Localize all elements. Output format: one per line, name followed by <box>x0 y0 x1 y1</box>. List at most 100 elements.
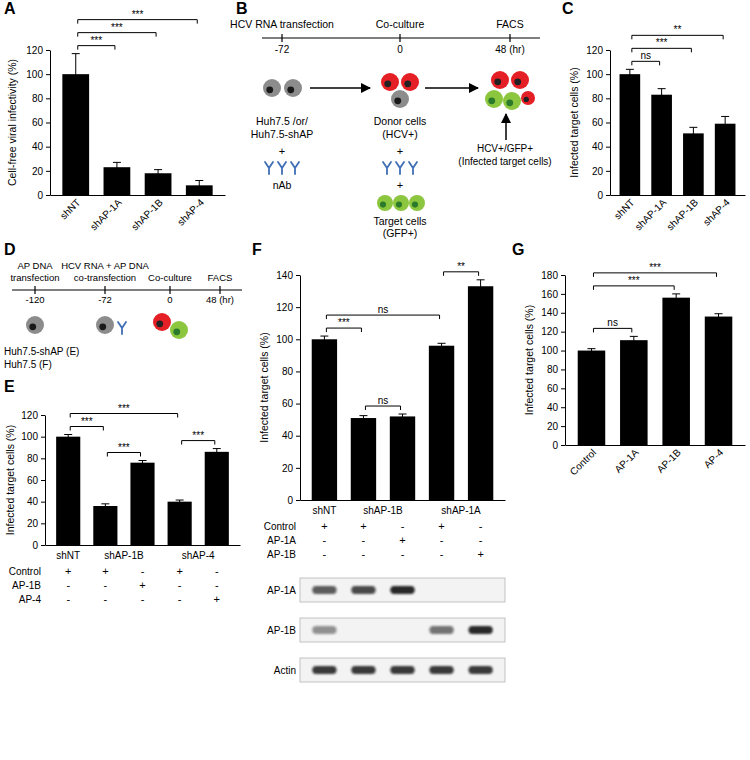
condition-label: AP-1B <box>267 549 296 560</box>
significance-label: *** <box>81 416 93 427</box>
x-tick-label: shAP-1B <box>664 197 700 233</box>
x-axis-line <box>566 445 746 446</box>
y-tick: 40 <box>547 402 565 413</box>
blot-band <box>390 666 414 674</box>
significance-bracket <box>593 286 674 290</box>
chart-panel: E020406080100120Infected target cells (%… <box>4 378 241 605</box>
y-tick-mark <box>606 147 610 148</box>
x-tick-label: shAP-1A <box>88 197 124 233</box>
x-tick: shNT <box>612 197 637 222</box>
y-tick-label: 160 <box>541 289 558 300</box>
y-tick: 0 <box>552 440 565 451</box>
condition-sign: - <box>323 548 327 560</box>
y-tick-mark <box>561 426 565 427</box>
arrow <box>425 87 478 89</box>
condition-sign: - <box>66 593 70 605</box>
y-tick-mark <box>561 369 565 370</box>
significance-bracket <box>632 48 692 52</box>
blot-band <box>351 666 375 674</box>
significance-bracket <box>593 328 631 332</box>
cell-line-label: Huh7.5 (F) <box>4 359 52 370</box>
significance-label: *** <box>656 37 668 48</box>
significance-bracket <box>365 406 400 410</box>
error-bar <box>630 336 638 344</box>
timeline-tick <box>219 286 220 294</box>
cell <box>381 73 399 91</box>
diagram-d: DAP DNAtransfection-120HCV RNA + AP DNAc… <box>4 241 242 370</box>
cell-body <box>391 90 409 108</box>
condition-sign: - <box>104 593 108 605</box>
step-label: AP DNA <box>17 260 53 271</box>
y-tick: 100 <box>26 69 50 80</box>
x-tick-label: shAP-4 <box>175 196 206 227</box>
bar <box>620 74 641 195</box>
y-tick-label: 120 <box>276 302 293 313</box>
y-tick-label: 120 <box>541 326 558 337</box>
cell-body <box>401 73 419 91</box>
y-tick: 60 <box>547 383 565 394</box>
cell-nucleus <box>287 86 294 93</box>
significance-bracket <box>326 315 439 319</box>
y-tick-mark <box>41 415 45 416</box>
chart-panel: G020406080100120140160180ControlAP-1AAP-… <box>512 241 746 477</box>
significance-label: ns <box>607 317 618 328</box>
timeline-tick <box>169 286 170 294</box>
y-tick: 120 <box>21 410 45 421</box>
y-tick-label: 20 <box>592 166 604 177</box>
step-label: HCV RNA transfection <box>230 18 334 30</box>
condition-sign: + <box>438 520 444 532</box>
y-tick-label: 80 <box>547 364 559 375</box>
significance-label: ns <box>378 304 389 315</box>
y-tick-label: 80 <box>27 453 39 464</box>
y-tick-label: 140 <box>276 270 293 281</box>
y-tick: 80 <box>27 453 45 464</box>
plot-area <box>312 280 494 500</box>
error-bar <box>721 116 729 130</box>
condition-label: AP-1B <box>12 580 41 591</box>
timeline-label: -120 <box>25 294 44 305</box>
antibody <box>265 162 273 174</box>
y-tick-label: 100 <box>21 431 38 442</box>
group-label: shAP-1A <box>441 505 481 516</box>
cell-body <box>393 195 409 211</box>
x-tick: shAP-1A <box>88 197 124 233</box>
cell-nucleus <box>396 202 402 208</box>
y-tick: 60 <box>592 117 610 128</box>
cell <box>263 79 281 97</box>
y-tick-mark <box>296 339 300 340</box>
panel-label: G <box>512 241 524 258</box>
condition-sign: - <box>479 520 483 532</box>
y-tick-mark <box>46 123 50 124</box>
y-axis-line <box>300 276 301 501</box>
blot-strip <box>300 618 505 642</box>
cell-label: (GFP+) <box>383 227 418 239</box>
significance-bracket <box>78 33 156 37</box>
arrow <box>310 87 370 89</box>
antibody <box>383 162 391 174</box>
y-tick-label: 0 <box>287 495 293 506</box>
x-tick-label: shAP-1B <box>129 197 165 233</box>
y-tick-label: 40 <box>282 430 294 441</box>
cell-body <box>521 91 535 105</box>
blot-band <box>312 666 336 674</box>
y-axis: 020406080100120140160180 <box>541 270 565 451</box>
significance-label: ** <box>674 24 682 35</box>
x-tick: shAP-1B <box>129 197 165 233</box>
significance-bracket <box>593 273 716 277</box>
y-tick: 60 <box>27 475 45 486</box>
y-tick-label: 100 <box>26 69 43 80</box>
y-tick: 60 <box>32 117 50 128</box>
y-tick-mark <box>46 74 50 75</box>
condition-label: AP-4 <box>19 594 42 605</box>
x-axis: shNTshAP-1AshAP-1BshAP-4 <box>611 196 746 233</box>
x-axis-line <box>51 195 226 196</box>
x-tick: shAP-1B <box>664 197 700 233</box>
y-tick-mark <box>561 294 565 295</box>
significance-label: *** <box>649 262 661 273</box>
panel-label: C <box>562 0 574 17</box>
cell-body <box>503 92 521 110</box>
error-bar <box>715 314 723 320</box>
x-axis-line <box>46 545 241 546</box>
y-tick-label: 100 <box>541 345 558 356</box>
blot-band <box>429 626 453 634</box>
